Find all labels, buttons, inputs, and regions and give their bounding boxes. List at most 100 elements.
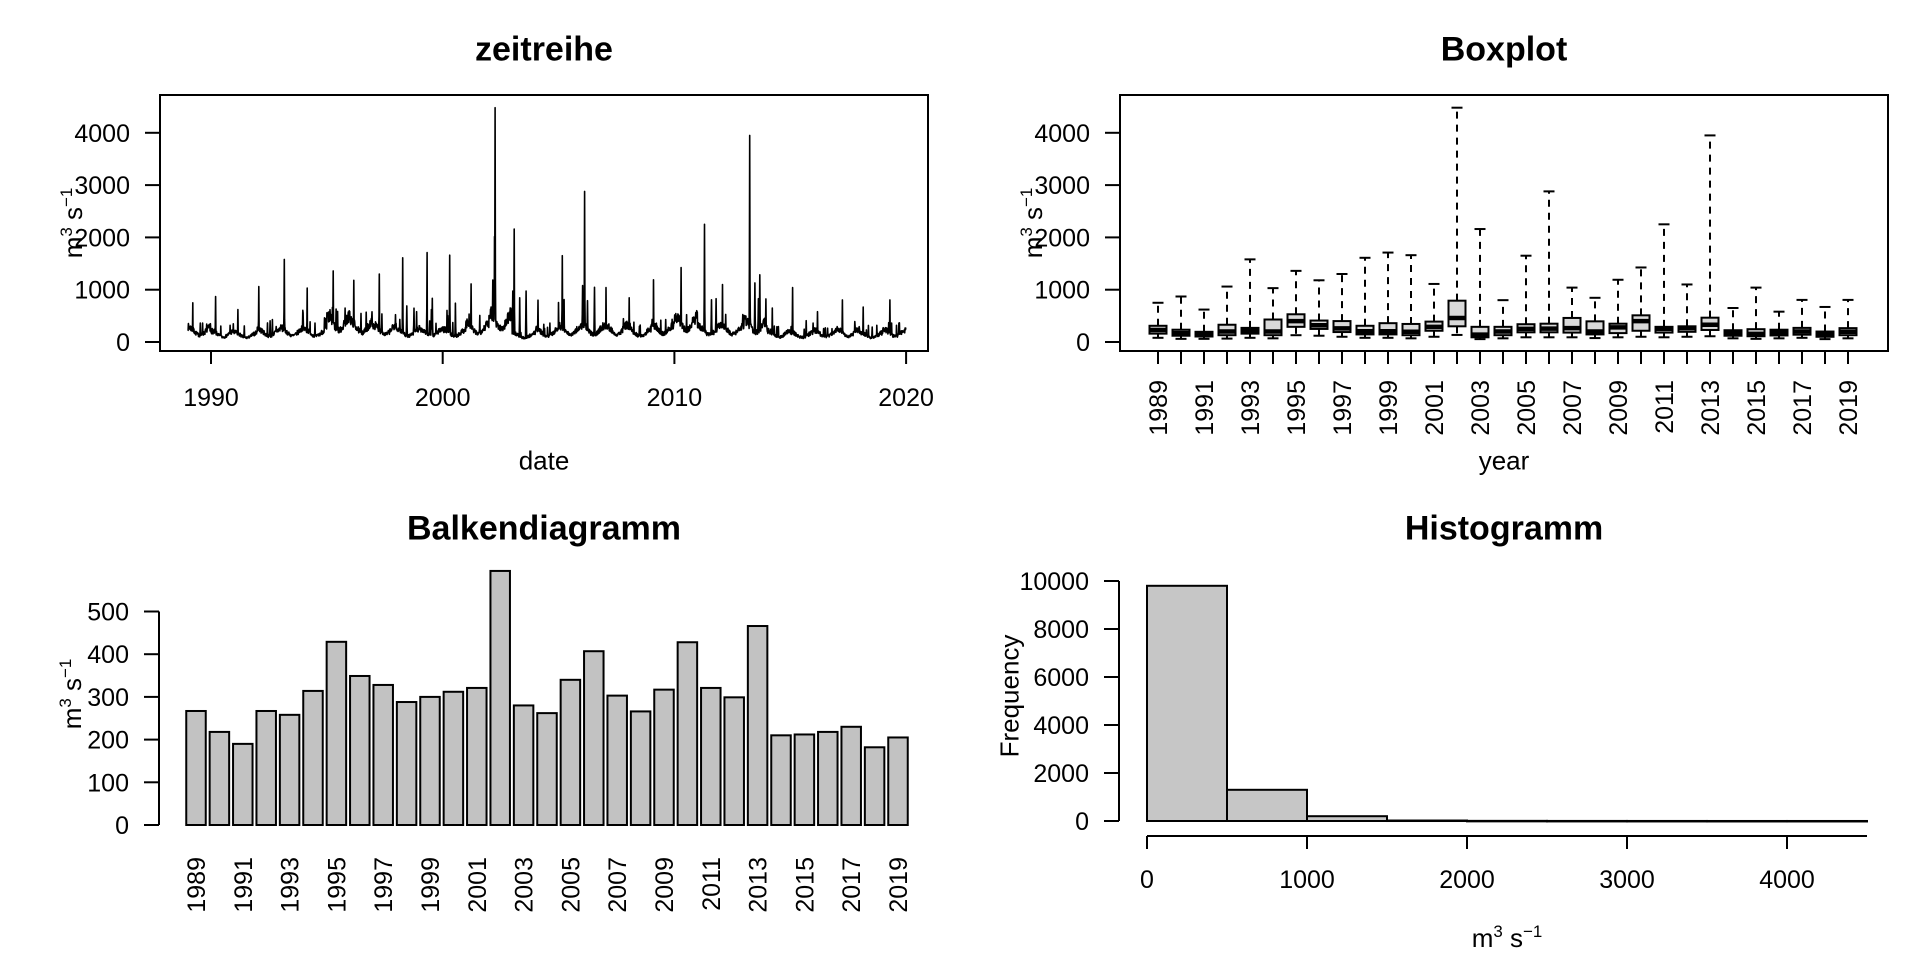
barchart-ylabel: m3 s−1 [56,658,87,730]
histogram-ylabel: Frequency [994,634,1025,758]
box-x-tick-label: 2011 [1651,380,1679,434]
hist-y-tick-label: 4000 [1033,712,1089,740]
bar-y-tick-label: 200 [87,727,129,755]
timeseries-panel-border [159,94,929,352]
box-iqr [1378,322,1398,336]
bar-x-tick-label: 2009 [651,857,679,913]
hist-x-tick-label: 1000 [1279,866,1335,894]
bar-y-tick-label: 0 [115,812,129,840]
box-y-tick-label: 0 [1076,329,1090,357]
bar [746,625,769,826]
bar-x-tick-label: 2017 [838,857,866,913]
bar-x-tick-label: 2013 [745,857,773,913]
ts-x-tick-label: 2020 [878,384,934,412]
hist-bin [1546,819,1628,823]
bar [208,730,231,826]
box-iqr [1470,325,1490,339]
bar [419,695,441,827]
box-x-tick-label: 2015 [1743,380,1771,436]
ts-y-tick-label: 2000 [74,224,130,252]
boxplot-ylabel: m3 s−1 [1017,187,1048,259]
box-x-tick-label: 2007 [1559,380,1587,436]
bar-x-tick-label: 2003 [511,857,539,913]
bar-x-tick-label: 1991 [230,857,258,913]
bar-x-tick-label: 1993 [277,857,305,913]
box-x-tick-label: 2017 [1789,380,1817,436]
bar [840,725,862,826]
box-x-tick-label: 1997 [1329,380,1357,436]
ts-x-tick-label: 1990 [183,384,239,412]
box-x-tick-label: 2001 [1421,380,1449,436]
box-y-tick-label: 1000 [1034,277,1090,305]
bar [887,736,909,827]
box-y-tick-label: 3000 [1034,172,1090,200]
hist-y-tick-label: 8000 [1033,616,1089,644]
bar [770,734,792,827]
hist-bin [1466,819,1548,823]
bar [232,742,254,826]
boxplot-xlabel: year [1478,445,1530,476]
bar-y-tick-label: 100 [87,769,129,797]
bar-y-tick-label: 300 [87,684,129,712]
bar-x-tick-label: 1989 [183,857,211,913]
box-iqr [1447,299,1467,328]
hist-y-tick-label: 0 [1075,808,1089,836]
bar-x-tick-label: 2019 [885,857,913,913]
hist-x-tick-label: 2000 [1439,866,1495,894]
ts-y-tick-label: 3000 [74,172,130,200]
box-x-tick-label: 2009 [1605,380,1633,436]
bar [185,709,207,827]
hist-bin [1706,819,1788,823]
box-x-tick-label: 1989 [1145,380,1173,436]
bar [349,674,371,826]
bar [700,686,722,826]
bar [653,688,675,826]
hist-y-tick-label: 6000 [1033,664,1089,692]
hist-bin [1306,815,1388,823]
box-x-tick-label: 1993 [1237,380,1265,436]
box-x-tick-label: 1995 [1283,380,1311,436]
ts-y-tick-label: 4000 [74,120,130,148]
bar [395,701,418,826]
ts-x-tick-label: 2000 [415,384,471,412]
bar-x-tick-label: 1995 [323,857,351,913]
ts-y-tick-label: 1000 [74,277,130,305]
bar [583,650,605,826]
box-x-tick-label: 2005 [1513,380,1541,436]
bar [676,641,699,827]
bar [442,690,465,826]
bar [629,710,652,827]
box-y-tick-label: 2000 [1034,224,1090,252]
box-x-tick-label: 2003 [1467,380,1495,436]
bar [466,686,488,826]
bar [536,712,558,826]
bar [278,713,301,826]
bar [863,746,886,827]
hist-y-tick-label: 2000 [1033,760,1089,788]
hist-bin [1626,819,1708,823]
histogram-title: Histogramm [1404,509,1604,548]
hist-bin [1226,788,1308,822]
hist-x-tick-label: 4000 [1759,866,1815,894]
bar [372,683,394,826]
bar [559,678,582,826]
box-x-tick-label: 2019 [1835,380,1863,436]
barchart-title: Balkendiagramm [407,509,681,548]
hist-y-tick-label: 10000 [1019,568,1089,596]
bar-x-tick-label: 2001 [464,857,492,913]
bar-y-tick-label: 400 [87,641,129,669]
bar [723,696,745,827]
ts-y-tick-label: 0 [116,329,130,357]
hist-x-tick-label: 0 [1140,866,1154,894]
hist-bin [1786,819,1868,823]
boxplot-title: Boxplot [1440,30,1568,69]
bar-x-tick-label: 2011 [698,857,726,911]
box-x-tick-label: 1999 [1375,380,1403,436]
bar [512,704,535,826]
bar-x-tick-label: 2005 [557,857,585,913]
timeseries-ylabel: m3 s−1 [57,187,88,259]
bar [793,733,816,827]
box-y-tick-label: 4000 [1034,120,1090,148]
